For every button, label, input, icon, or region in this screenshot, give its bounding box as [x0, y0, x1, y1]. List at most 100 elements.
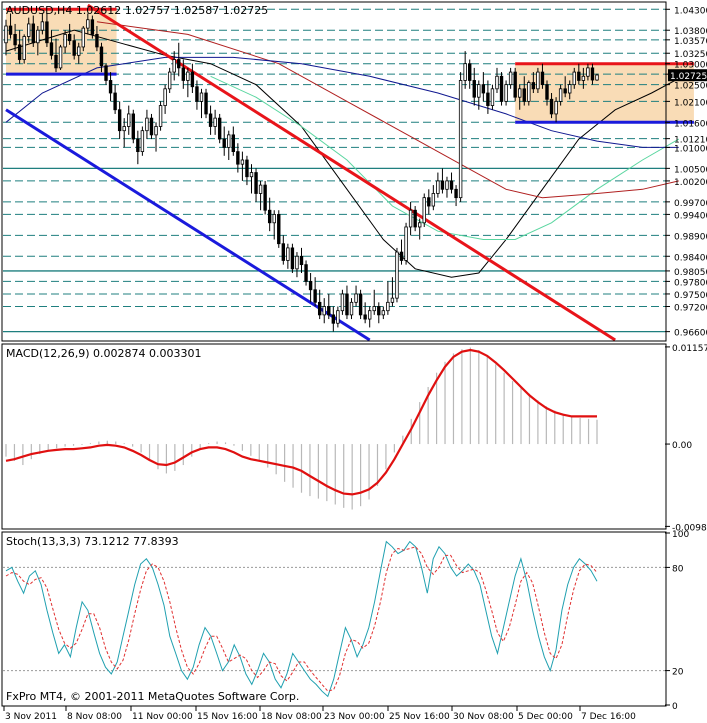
candle: [104, 63, 108, 85]
candle-body: [445, 180, 449, 190]
candle: [177, 42, 181, 77]
candle: [13, 23, 17, 52]
candle: [127, 105, 131, 135]
candle: [477, 80, 481, 110]
candle-body: [17, 44, 22, 60]
candle: [99, 42, 104, 73]
price-panel-border: [1, 1, 667, 342]
candle: [58, 44, 63, 70]
candle-body: [363, 314, 367, 320]
candle-body: [295, 255, 299, 270]
macd-panel[interactable]: MACD(12,26,9) 0.002874 0.003301: [1, 343, 667, 530]
stoch-panel[interactable]: Stoch(13,3,3) 73.1212 77.8393 FxPro MT4,…: [1, 531, 667, 707]
candle: [445, 176, 449, 198]
stoch-tick-label: 0: [672, 702, 678, 712]
candle-body: [181, 67, 185, 81]
candle: [308, 273, 313, 303]
candle-body: [27, 23, 31, 37]
candle: [295, 252, 299, 278]
candle-body: [572, 71, 576, 86]
price-tick-label: 1.02100: [674, 98, 707, 108]
candle-body: [436, 180, 440, 194]
stoch-panel-title: Stoch(13,3,3) 73.1212 77.8393: [6, 535, 179, 548]
candle: [22, 34, 26, 64]
candle: [345, 285, 349, 320]
candle: [367, 306, 372, 328]
candle-body: [490, 88, 495, 106]
candle-body: [167, 71, 172, 90]
candle-body: [127, 113, 131, 127]
candle: [463, 51, 467, 89]
candle-body: [581, 75, 586, 81]
candle-body: [290, 247, 295, 270]
macd-axis: 0.011573 0.00 -0.009807: [665, 344, 707, 533]
candle: [217, 113, 222, 144]
candle: [263, 180, 267, 215]
candle-body: [208, 113, 213, 127]
candle-body: [308, 280, 313, 291]
candle-body: [545, 84, 549, 100]
candle: [8, 13, 13, 39]
candle-body: [204, 92, 208, 115]
candle-body: [286, 247, 290, 261]
candle-body: [399, 251, 404, 261]
candle: [249, 164, 254, 194]
candle-body: [249, 172, 254, 178]
blue-trendline[interactable]: [5, 108, 371, 342]
candle-body: [231, 134, 236, 153]
candle-body: [340, 293, 345, 312]
time-tick-label: 7 Dec 16:00: [581, 712, 636, 722]
candle: [531, 72, 536, 94]
price-tick-label: 1.03250: [674, 50, 707, 60]
candle-body: [568, 84, 572, 94]
candle-body: [522, 88, 526, 102]
candle-body: [258, 184, 263, 194]
candle: [208, 105, 213, 135]
candle: [536, 67, 540, 94]
candle-body: [463, 63, 467, 81]
candle: [154, 122, 158, 152]
candle: [481, 72, 486, 102]
candle: [413, 206, 417, 232]
candle-body: [122, 126, 126, 132]
candle-body: [272, 214, 276, 224]
candle-body: [131, 113, 135, 140]
candle: [90, 15, 95, 39]
candle: [404, 222, 408, 265]
candle: [49, 30, 54, 60]
candle: [363, 302, 367, 324]
price-panel[interactable]: AUDUSD,H4 1.02612 1.02757 1.02587 1.0272…: [1, 1, 694, 342]
copyright-footer: FxPro MT4, © 2001-2011 MetaQuotes Softwa…: [6, 690, 299, 703]
candle-body: [486, 92, 490, 106]
candle: [172, 51, 176, 81]
candle-body: [536, 71, 540, 90]
price-panel-title: AUDUSD,H4 1.02612 1.02757 1.02587 1.0272…: [6, 4, 268, 17]
candle-body: [345, 293, 349, 316]
candle-body: [95, 33, 99, 48]
candle: [299, 247, 304, 274]
candle-body: [427, 197, 431, 207]
candle: [63, 30, 67, 54]
candle: [27, 17, 31, 43]
candle: [577, 63, 581, 85]
candle: [81, 26, 85, 52]
candle-body: [327, 306, 331, 316]
candle-body: [254, 172, 258, 194]
candle: [222, 126, 226, 156]
candle: [258, 180, 263, 211]
candle-body: [90, 19, 95, 35]
macd-tick-label: -0.009807: [672, 523, 707, 533]
candle-body: [13, 33, 17, 46]
candle: [590, 63, 595, 85]
candle: [436, 172, 440, 198]
candle: [199, 88, 204, 119]
price-tick-label: 1.03570: [674, 37, 707, 47]
candle-body: [177, 59, 181, 69]
candle: [72, 34, 76, 60]
stoch-tick-label: 80: [672, 564, 684, 574]
candle-body: [372, 306, 376, 312]
